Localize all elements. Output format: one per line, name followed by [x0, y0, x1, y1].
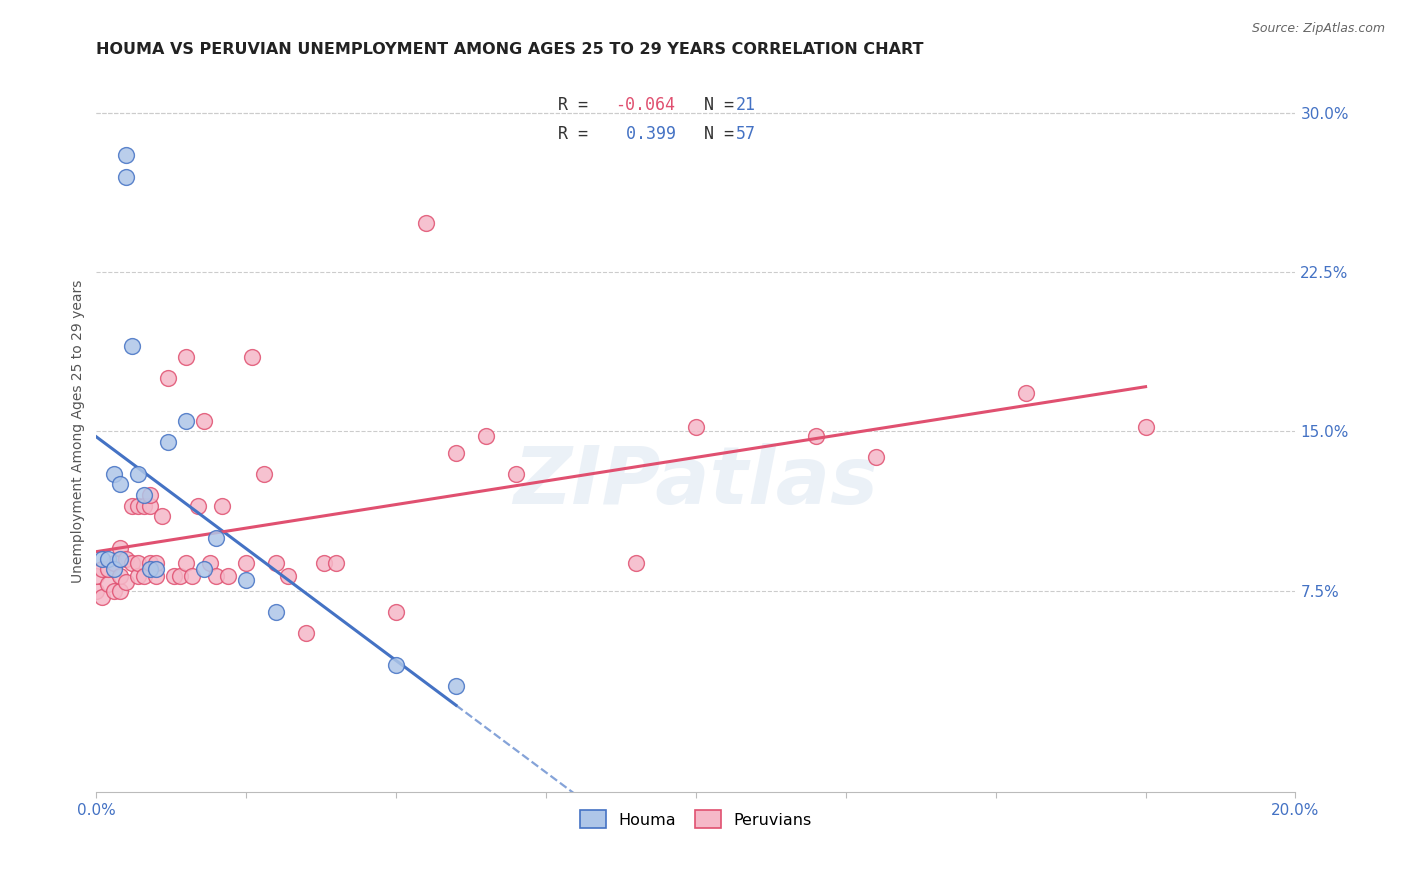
Point — [121, 339, 143, 353]
Point — [193, 562, 215, 576]
Point — [200, 556, 222, 570]
Point — [97, 562, 120, 576]
Text: ZIPatlas: ZIPatlas — [513, 443, 879, 521]
Point — [240, 350, 263, 364]
Point — [205, 568, 228, 582]
Point — [205, 531, 228, 545]
Text: 57: 57 — [735, 125, 755, 143]
Point — [121, 556, 143, 570]
Point — [150, 509, 173, 524]
Point — [145, 562, 167, 576]
Text: N =: N = — [683, 125, 744, 143]
Point — [264, 605, 287, 619]
Point — [91, 590, 114, 604]
Point — [804, 428, 827, 442]
Point — [181, 568, 204, 582]
Text: N =: N = — [683, 95, 744, 113]
Point — [157, 434, 180, 449]
Point — [217, 568, 239, 582]
Text: HOUMA VS PERUVIAN UNEMPLOYMENT AMONG AGES 25 TO 29 YEARS CORRELATION CHART: HOUMA VS PERUVIAN UNEMPLOYMENT AMONG AGE… — [97, 42, 924, 57]
Point — [444, 445, 467, 459]
Point — [264, 556, 287, 570]
Legend: Houma, Peruvians: Houma, Peruvians — [574, 804, 818, 835]
Text: R =: R = — [558, 125, 598, 143]
Point — [163, 568, 186, 582]
Point — [1014, 386, 1036, 401]
Point — [211, 499, 233, 513]
Point — [103, 467, 125, 481]
Point — [253, 467, 276, 481]
Text: 0.399: 0.399 — [616, 125, 675, 143]
Point — [110, 583, 132, 598]
Point — [86, 568, 108, 582]
Point — [115, 551, 138, 566]
Point — [103, 556, 125, 570]
Point — [145, 568, 167, 582]
Text: R =: R = — [558, 95, 598, 113]
Point — [110, 477, 132, 491]
Point — [86, 583, 108, 598]
Point — [110, 551, 132, 566]
Point — [103, 583, 125, 598]
Point — [385, 605, 408, 619]
Point — [169, 568, 191, 582]
Point — [127, 556, 149, 570]
Text: Source: ZipAtlas.com: Source: ZipAtlas.com — [1251, 22, 1385, 36]
Point — [865, 450, 887, 464]
Point — [624, 556, 647, 570]
Point — [134, 568, 156, 582]
Point — [134, 488, 156, 502]
Y-axis label: Unemployment Among Ages 25 to 29 years: Unemployment Among Ages 25 to 29 years — [72, 280, 86, 583]
Text: -0.064: -0.064 — [616, 95, 675, 113]
Point — [295, 626, 318, 640]
Point — [1135, 420, 1157, 434]
Point — [157, 371, 180, 385]
Point — [415, 216, 437, 230]
Point — [174, 350, 197, 364]
Point — [314, 556, 336, 570]
Point — [325, 556, 347, 570]
Point — [115, 169, 138, 184]
Point — [505, 467, 527, 481]
Point — [115, 575, 138, 590]
Point — [91, 562, 114, 576]
Point — [235, 573, 257, 587]
Point — [97, 577, 120, 591]
Point — [139, 499, 162, 513]
Point — [91, 551, 114, 566]
Point — [139, 562, 162, 576]
Point — [127, 499, 149, 513]
Point — [121, 499, 143, 513]
Point — [139, 556, 162, 570]
Point — [235, 556, 257, 570]
Point — [277, 568, 299, 582]
Point — [187, 499, 209, 513]
Point — [685, 420, 707, 434]
Point — [385, 657, 408, 672]
Point — [475, 428, 498, 442]
Point — [444, 679, 467, 693]
Point — [110, 568, 132, 582]
Point — [110, 541, 132, 556]
Point — [127, 467, 149, 481]
Point — [127, 568, 149, 582]
Text: 21: 21 — [735, 95, 755, 113]
Point — [134, 499, 156, 513]
Point — [115, 148, 138, 162]
Point — [103, 562, 125, 576]
Point — [97, 551, 120, 566]
Point — [193, 414, 215, 428]
Point — [139, 488, 162, 502]
Point — [174, 556, 197, 570]
Point — [174, 414, 197, 428]
Point — [145, 556, 167, 570]
